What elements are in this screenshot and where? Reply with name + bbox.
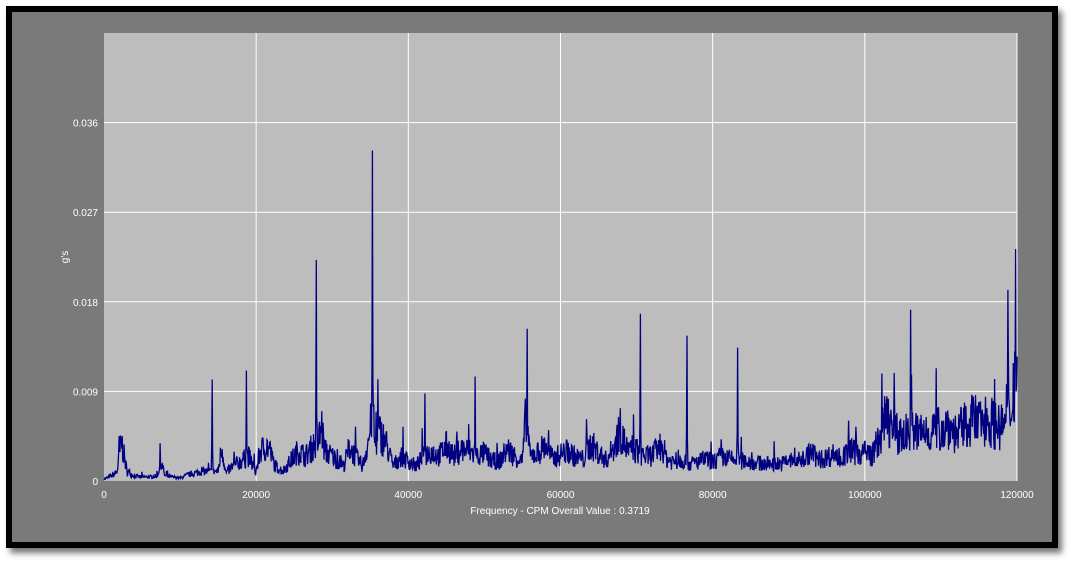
y-tick-label: 0.036 <box>73 119 98 130</box>
y-tick-label: 0.027 <box>73 208 98 219</box>
y-axis-ticks: 0 0.009 0.018 0.027 0.036 <box>73 119 98 488</box>
series-group <box>103 150 1018 482</box>
chart-frame: 0 20000 40000 60000 80000 100000 120000 0 0.009… <box>6 6 1058 548</box>
x-axis-label: Frequency - CPM Overall Value : 0.3719 <box>470 506 650 517</box>
x-tick-label: 0 <box>101 490 107 501</box>
x-tick-label: 100000 <box>848 490 882 501</box>
x-tick-label: 60000 <box>547 490 575 501</box>
y-axis-label: g's <box>60 251 71 263</box>
spectrum-chart: 0 20000 40000 60000 80000 100000 120000 0 0.009… <box>60 33 1034 517</box>
x-axis-ticks: 0 20000 40000 60000 80000 100000 120000 <box>101 490 1034 501</box>
x-tick-label: 80000 <box>699 490 727 501</box>
x-tick-label: 40000 <box>394 490 422 501</box>
y-tick-label: 0 <box>92 477 98 488</box>
y-tick-label: 0.018 <box>73 298 98 309</box>
x-tick-label: 20000 <box>242 490 270 501</box>
chart-panel: 0 20000 40000 60000 80000 100000 120000 0 0.009… <box>12 12 1052 542</box>
grid-lines <box>104 33 1018 481</box>
x-tick-label: 120000 <box>1000 490 1034 501</box>
y-tick-label: 0.009 <box>73 387 98 398</box>
spectrum-series-line <box>103 150 1018 482</box>
